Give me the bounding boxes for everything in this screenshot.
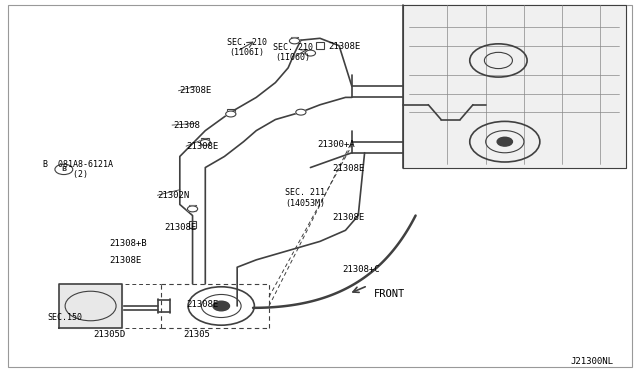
- Text: 21308E: 21308E: [109, 256, 142, 265]
- Bar: [189, 221, 196, 228]
- Polygon shape: [59, 284, 122, 328]
- Text: 21305: 21305: [183, 330, 210, 339]
- Text: 21300+A: 21300+A: [317, 140, 355, 149]
- Text: 21308E: 21308E: [164, 223, 196, 232]
- Bar: [316, 42, 324, 49]
- Text: 21308+C: 21308+C: [342, 264, 380, 273]
- Polygon shape: [403, 5, 626, 167]
- Text: 21308E: 21308E: [333, 164, 365, 173]
- Circle shape: [188, 206, 198, 212]
- Text: 21302N: 21302N: [157, 191, 189, 200]
- Circle shape: [289, 38, 300, 44]
- Text: SEC. 210
(1106I): SEC. 210 (1106I): [227, 38, 267, 57]
- Text: SEC.150: SEC.150: [47, 312, 83, 321]
- Text: B: B: [61, 166, 67, 172]
- Bar: [202, 138, 209, 145]
- Text: 21308E: 21308E: [333, 213, 365, 222]
- Text: SEC. 210
(1I060): SEC. 210 (1I060): [273, 43, 313, 62]
- Bar: [189, 205, 196, 211]
- Text: 21308E: 21308E: [180, 86, 212, 95]
- Text: 21308+B: 21308+B: [109, 239, 147, 248]
- Text: FRONT: FRONT: [374, 289, 405, 299]
- Text: 21305D: 21305D: [94, 330, 126, 339]
- Text: 21308E: 21308E: [186, 142, 218, 151]
- Text: 21308: 21308: [173, 121, 200, 129]
- Bar: [227, 109, 235, 115]
- Bar: [291, 37, 298, 44]
- Circle shape: [296, 109, 306, 115]
- Text: 21308E: 21308E: [186, 300, 218, 310]
- Circle shape: [213, 301, 230, 311]
- Text: B  081A8-6121A
      (2): B 081A8-6121A (2): [43, 160, 113, 179]
- Circle shape: [305, 50, 316, 56]
- Circle shape: [226, 111, 236, 117]
- Circle shape: [200, 140, 211, 145]
- Circle shape: [497, 137, 513, 146]
- Text: SEC. 211
(14053M): SEC. 211 (14053M): [285, 188, 325, 208]
- Text: J21300NL: J21300NL: [570, 357, 613, 366]
- Text: 21308E: 21308E: [328, 42, 360, 51]
